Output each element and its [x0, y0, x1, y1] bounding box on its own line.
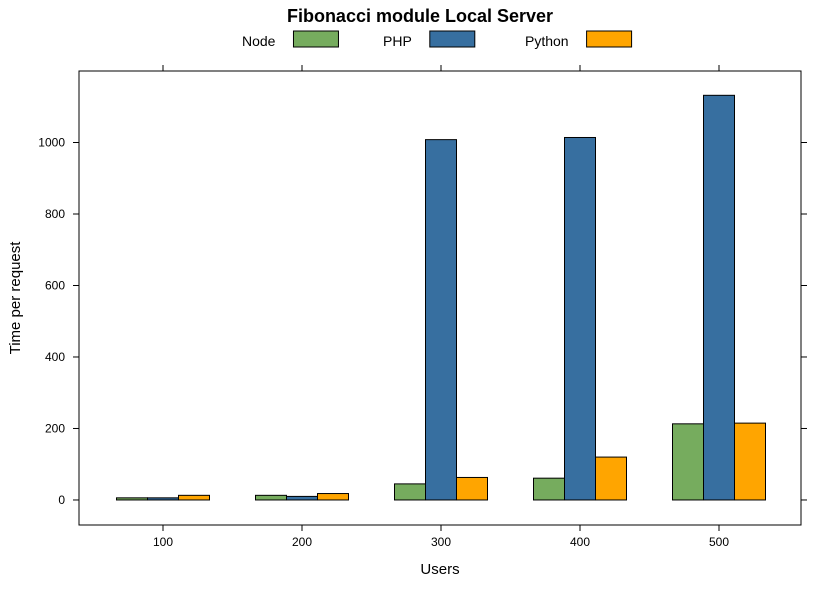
legend-label-node: Node	[242, 33, 276, 49]
y-tick-label-1000: 1000	[38, 135, 65, 149]
bar-node-300	[394, 483, 426, 501]
x-tick-label-300: 300	[431, 535, 451, 549]
legend-label-php: PHP	[383, 33, 412, 49]
x-tick-label-400: 400	[570, 535, 590, 549]
bar-python-500	[734, 422, 766, 501]
bar-php-200	[286, 495, 318, 501]
y-tick-label-400: 400	[45, 350, 65, 364]
bar-node-500	[672, 423, 704, 501]
bar-python-200	[317, 493, 349, 501]
x-tick-label-500: 500	[709, 535, 729, 549]
bar-node-400	[533, 477, 565, 501]
y-tick-label-0: 0	[58, 493, 65, 507]
bar-python-400	[595, 456, 627, 501]
y-axis-label: Time per request	[7, 241, 24, 355]
bar-node-100	[116, 497, 148, 501]
bar-php-100	[147, 497, 179, 501]
x-tick-label-100: 100	[153, 535, 173, 549]
legend-swatch-php	[429, 30, 476, 48]
bars-group	[116, 94, 766, 501]
legend-label-python: Python	[525, 33, 569, 49]
y-axis: 0 200 400 600 800 1000	[38, 135, 807, 507]
bar-php-400	[564, 136, 596, 501]
chart-title: Fibonacci module Local Server	[287, 6, 553, 26]
bar-php-300	[425, 139, 457, 501]
legend: Node PHP Python	[242, 30, 633, 49]
y-tick-label-800: 800	[45, 207, 65, 221]
bar-python-100	[178, 494, 210, 501]
legend-swatch-python	[586, 30, 633, 48]
plot-frame	[78, 70, 802, 526]
x-tick-label-200: 200	[292, 535, 312, 549]
y-tick-label-200: 200	[45, 421, 65, 435]
x-axis: 100 200 300 400 500	[153, 65, 729, 549]
bar-python-300	[456, 476, 488, 501]
x-axis-label: Users	[420, 561, 459, 578]
bar-node-200	[255, 494, 287, 501]
legend-swatch-node	[292, 30, 339, 48]
y-tick-label-600: 600	[45, 278, 65, 292]
bar-php-500	[703, 94, 735, 501]
